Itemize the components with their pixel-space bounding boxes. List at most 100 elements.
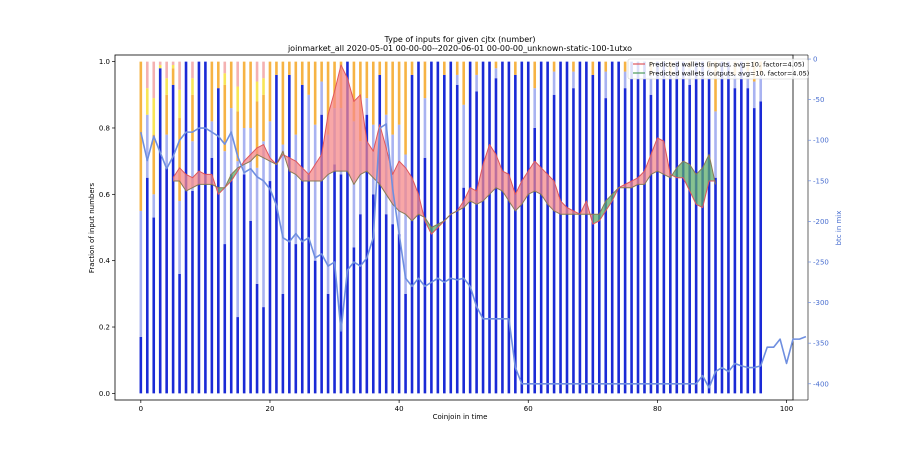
bar-40-fresh bbox=[397, 234, 401, 394]
bar-5-orange bbox=[171, 68, 175, 85]
bar-5-pink bbox=[171, 61, 175, 65]
y-tick-label-0.2: 0.2 bbox=[99, 324, 110, 332]
bar-19-remix bbox=[262, 141, 265, 308]
fill-segment-31 bbox=[341, 64, 348, 172]
bars-layer bbox=[139, 61, 763, 394]
fill-segment-35 bbox=[366, 141, 374, 178]
bar-35-fresh bbox=[365, 114, 369, 394]
bar-1-pink bbox=[145, 61, 149, 89]
bar-6-yellow bbox=[178, 89, 181, 119]
bar-64-fresh bbox=[552, 94, 556, 394]
bar-17-remix bbox=[249, 127, 252, 221]
bar-38-orange bbox=[384, 61, 388, 115]
x-axis: 0 20 40 60 80 100 bbox=[139, 400, 793, 413]
bar-18-yellow bbox=[255, 81, 259, 102]
bar-53-fresh bbox=[481, 61, 485, 394]
bar-38-fresh bbox=[384, 214, 388, 394]
bar-11-remix bbox=[210, 121, 214, 158]
bar-8-remix bbox=[191, 141, 194, 192]
bar-40-orange bbox=[397, 61, 401, 125]
bar-18-fresh bbox=[255, 283, 259, 394]
bar-52-orange bbox=[475, 61, 478, 75]
bar-22-fresh bbox=[281, 293, 285, 394]
btc-in-mix-line bbox=[140, 123, 807, 389]
bar-35-orange bbox=[365, 61, 369, 99]
bar-39-fresh bbox=[391, 224, 394, 394]
bar-19-yellow bbox=[262, 78, 265, 95]
fill-segment-9 bbox=[198, 171, 206, 185]
bar-0-remix bbox=[139, 210, 143, 337]
bar-15-yellow bbox=[236, 86, 239, 112]
bar-52-fresh bbox=[475, 91, 478, 394]
bar-60-fresh bbox=[526, 61, 530, 394]
fill-segment-16 bbox=[244, 154, 251, 165]
bar-18-orange bbox=[255, 101, 259, 168]
bar-44-fresh bbox=[423, 157, 427, 394]
bar-16-remix bbox=[242, 127, 246, 175]
bar-82-fresh bbox=[669, 74, 672, 394]
bar-91-fresh bbox=[727, 61, 730, 394]
bar-74-fresh bbox=[617, 61, 620, 394]
legend-inputs-label: Predicted wallets (inputs, avg=10, facto… bbox=[649, 61, 805, 69]
bar-26-remix bbox=[307, 94, 311, 175]
fill-segment-36 bbox=[373, 124, 380, 185]
bar-8-orange bbox=[191, 94, 194, 142]
bar-52-remix bbox=[475, 74, 478, 92]
fill-segment-61 bbox=[534, 161, 542, 195]
bar-36-fresh bbox=[371, 194, 375, 394]
bar-72-orange bbox=[604, 61, 608, 72]
bar-8-pink bbox=[191, 61, 194, 79]
bar-9-fresh bbox=[197, 61, 201, 394]
bar-13-pink bbox=[223, 61, 227, 74]
bar-76-fresh bbox=[630, 61, 633, 394]
fill-segment-26 bbox=[308, 164, 316, 182]
fill-segment-25 bbox=[302, 167, 309, 182]
bar-61-orange bbox=[533, 61, 537, 89]
bar-2-remix bbox=[152, 194, 156, 218]
bar-22-remix bbox=[281, 144, 285, 294]
fill-segment-64 bbox=[554, 181, 561, 215]
bar-42-orange bbox=[410, 61, 414, 75]
bar-79-fresh bbox=[649, 94, 653, 394]
bar-88-fresh bbox=[707, 78, 711, 394]
bar-49-orange bbox=[455, 61, 459, 75]
y-tick-label-0.6: 0.6 bbox=[99, 191, 111, 199]
fill-segment-66 bbox=[567, 207, 574, 215]
fill-segment-30 bbox=[334, 64, 341, 172]
bar-3-pink bbox=[158, 61, 162, 65]
x-tick-label-0: 0 bbox=[139, 405, 143, 413]
bar-41-orange bbox=[404, 61, 407, 155]
fill-segment-27 bbox=[315, 154, 322, 182]
y-tick-label-0: 0.0 bbox=[99, 390, 110, 398]
bar-47-fresh bbox=[443, 74, 446, 394]
bar-43-fresh bbox=[417, 61, 420, 394]
bar-32-fresh bbox=[346, 61, 349, 394]
bar-58-fresh bbox=[514, 74, 517, 394]
bar-81-fresh bbox=[662, 61, 666, 394]
bar-11-fresh bbox=[210, 157, 214, 394]
x-axis-label: Coinjoin in time bbox=[433, 413, 488, 421]
y2-tick-label--350: -350 bbox=[813, 340, 829, 348]
bar-3-yellow bbox=[158, 64, 162, 69]
bar-72-remix bbox=[604, 71, 608, 99]
bar-29-orange bbox=[326, 61, 330, 135]
fill-segment-34 bbox=[360, 94, 367, 175]
bar-30-orange bbox=[333, 61, 336, 109]
fill-segment-42 bbox=[412, 177, 419, 221]
y-tick-label-0.8: 0.8 bbox=[99, 124, 110, 132]
bar-42-fresh bbox=[410, 74, 414, 394]
bar-4-yellow bbox=[165, 78, 168, 95]
bar-19-fresh bbox=[262, 307, 265, 394]
bar-10-fresh bbox=[204, 61, 207, 394]
bar-29-fresh bbox=[326, 293, 330, 394]
bar-11-orange bbox=[210, 61, 214, 122]
bar-18-pink bbox=[255, 61, 259, 82]
bar-21-fresh bbox=[275, 74, 278, 394]
y-axis: 0.0 0.2 0.4 0.6 0.8 1.0 bbox=[99, 58, 115, 398]
bar-7-fresh bbox=[184, 61, 188, 394]
bar-67-orange bbox=[572, 61, 575, 72]
bar-55-orange bbox=[494, 61, 498, 69]
fill-segment-10 bbox=[205, 174, 212, 185]
bar-4-orange bbox=[165, 94, 168, 135]
y2-axis-label: btc in mix bbox=[835, 211, 843, 246]
